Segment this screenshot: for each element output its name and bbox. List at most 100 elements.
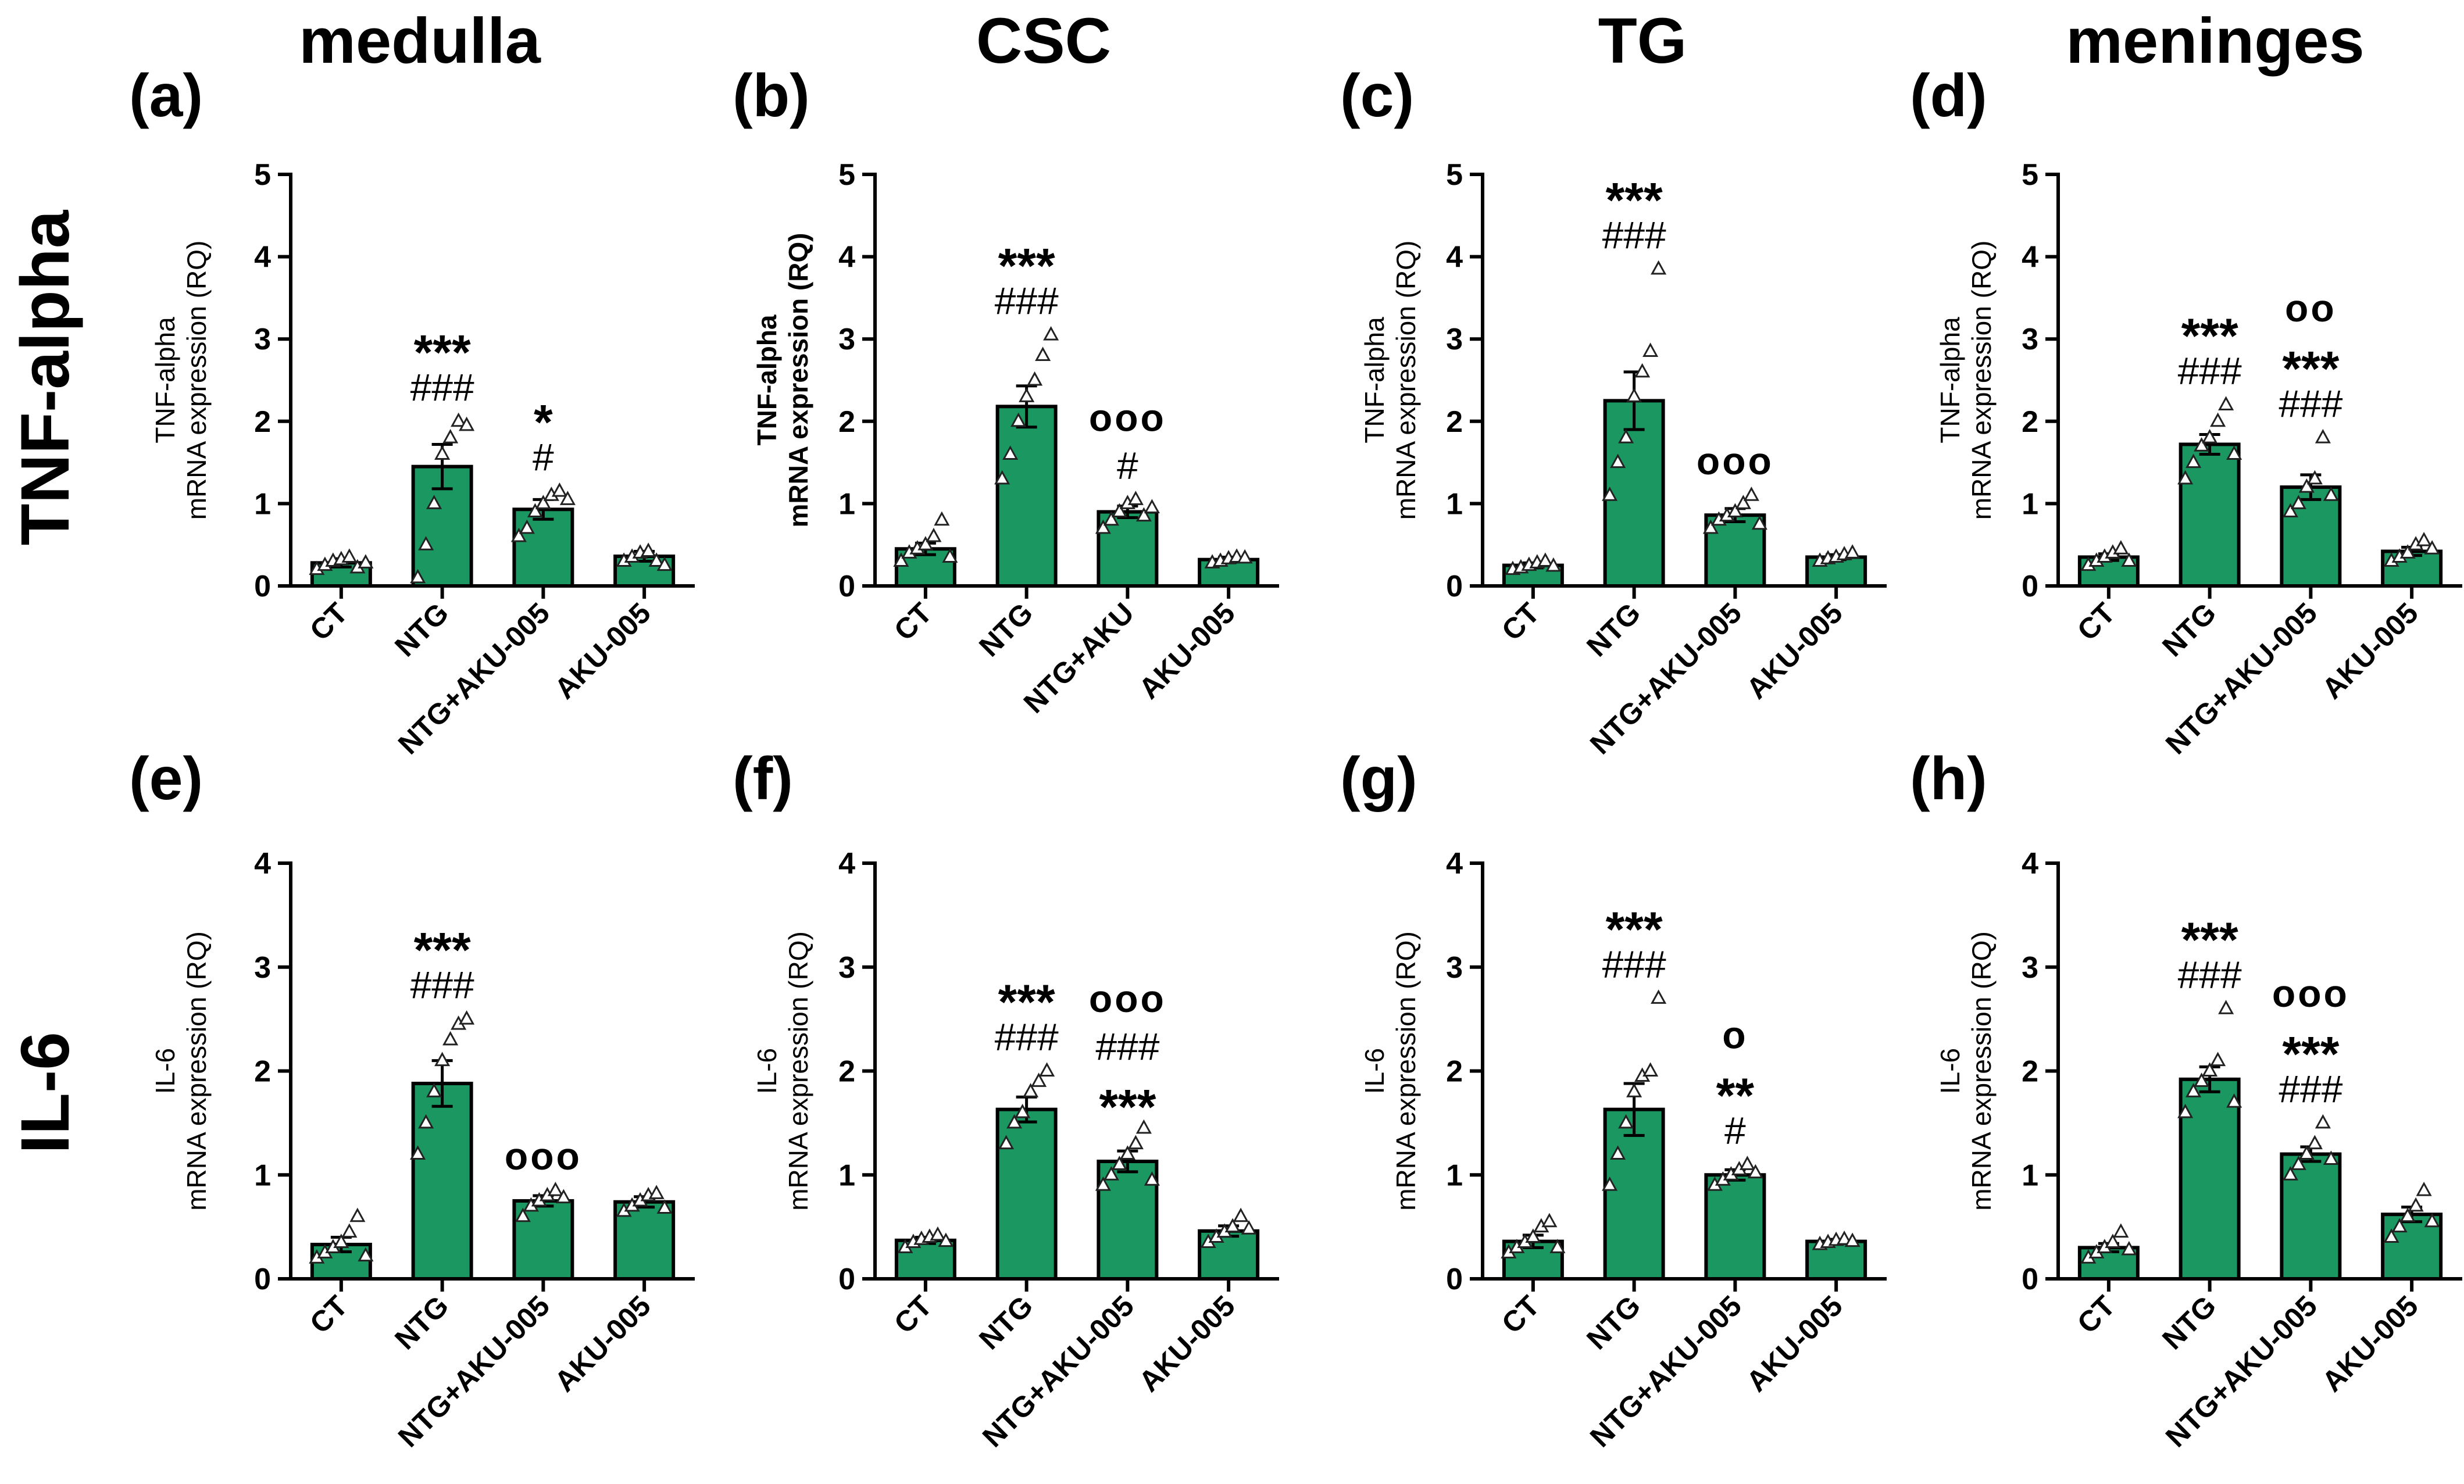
significance-annotation: *** — [2282, 341, 2339, 396]
x-category-label: AKU-005 — [548, 596, 657, 705]
x-category-label: CT — [1495, 1289, 1546, 1340]
x-category-label: CT — [888, 596, 938, 647]
data-point — [1642, 342, 1659, 357]
panel-d: (d) TNF-alphamRNA expression (RQ) 0 1 2 3 4 5 CT… — [1910, 62, 2462, 760]
panel-label: (c) — [1340, 62, 1414, 130]
y-tick-label: 3 — [838, 323, 855, 356]
data-point — [2121, 1240, 2137, 1256]
data-point — [1015, 1103, 1031, 1118]
y-tick-label: 3 — [838, 951, 855, 985]
data-point — [1545, 557, 1562, 572]
data-point — [938, 1232, 954, 1247]
y-tick-label: 1 — [254, 487, 271, 521]
data-point — [459, 416, 475, 431]
data-point — [2105, 1233, 2121, 1248]
data-point — [418, 536, 434, 550]
data-point — [1634, 363, 1651, 378]
data-point — [1119, 1145, 1135, 1160]
significance-annotation: *** — [998, 975, 1055, 1029]
data-point — [1844, 1232, 1861, 1247]
y-axis-label-line: mRNA expression (RQ) — [1966, 241, 1997, 520]
significance-annotation: ooo — [1089, 396, 1166, 439]
x-category-label: NTG — [1580, 596, 1647, 663]
significance-annotation: *** — [1606, 902, 1663, 956]
data-point — [434, 445, 451, 460]
bar — [2179, 1077, 2241, 1281]
data-point — [2408, 1197, 2424, 1212]
significance-annotation: *** — [998, 238, 1055, 293]
significance-annotation: *** — [1606, 173, 1663, 227]
data-point — [2282, 503, 2298, 518]
data-point — [2210, 1052, 2226, 1067]
data-point — [535, 495, 551, 509]
y-tick-label: 4 — [838, 241, 855, 274]
data-point — [555, 1189, 572, 1204]
data-point — [1702, 519, 1719, 534]
data-point — [1618, 429, 1634, 444]
y-tick-label: 2 — [2022, 405, 2038, 439]
y-axis-label: IL-6mRNA expression (RQ) — [1935, 931, 1997, 1211]
y-tick-label: 2 — [1446, 405, 1463, 439]
y-axis-label-line: TNF-alpha — [1359, 317, 1390, 444]
data-point — [648, 1185, 665, 1199]
data-point — [1610, 1145, 1626, 1160]
data-point — [1651, 260, 1667, 275]
data-point — [994, 470, 1010, 485]
data-point — [1006, 1114, 1023, 1129]
data-point — [1237, 549, 1253, 564]
data-point — [648, 552, 665, 567]
data-point — [917, 536, 934, 550]
x-category-label: NTG — [2156, 596, 2222, 663]
y-tick-label: 0 — [1446, 1263, 1463, 1296]
y-axis-label-line: mRNA expression (RQ) — [1966, 931, 1997, 1211]
y-tick-label: 5 — [254, 158, 271, 192]
x-category-label: AKU-005 — [1133, 1289, 1241, 1398]
data-point — [2226, 445, 2242, 460]
x-category-label: CT — [888, 1289, 938, 1340]
data-point — [893, 552, 909, 567]
data-point — [1642, 1062, 1659, 1077]
data-point — [459, 1010, 475, 1025]
data-point — [2416, 532, 2432, 546]
significance-annotation: ### — [995, 1015, 1059, 1059]
data-point — [1844, 544, 1861, 559]
panel-label: (f) — [733, 745, 793, 813]
data-point — [1135, 507, 1152, 522]
significance-annotation: *** — [2181, 912, 2238, 967]
y-axis-label-line: IL-6 — [150, 1048, 180, 1094]
data-point — [1002, 445, 1019, 460]
y-axis-label-line: mRNA expression (RQ) — [783, 233, 813, 528]
panels-group: (a)TNF-alphamRNA expression (RQ)012345CT… — [129, 62, 2462, 1453]
data-point — [2194, 1072, 2210, 1087]
y-tick-label: 1 — [1446, 1158, 1463, 1192]
data-point — [2202, 1062, 2218, 1077]
data-point — [1836, 1230, 1852, 1245]
data-point — [1023, 1083, 1039, 1097]
x-category-label: AKU-005 — [2316, 1289, 2424, 1398]
panel-f: (f) IL-6mRNA expression (RQ) 0 1 2 3 4 CT NTG ***… — [733, 745, 1279, 1453]
y-axis-label-line: TNF-alpha — [1935, 317, 1965, 444]
x-category-label: CT — [1495, 596, 1546, 647]
significance-annotation: # — [1724, 1108, 1746, 1152]
bar — [2280, 485, 2342, 588]
data-point — [1039, 1062, 1055, 1077]
data-point — [2306, 470, 2323, 485]
data-point — [341, 548, 358, 563]
x-category-label: CT — [303, 1289, 354, 1340]
y-tick-label: 2 — [838, 405, 855, 439]
data-point — [1103, 1166, 1119, 1181]
significance-annotation: ### — [1602, 213, 1666, 256]
x-category-label: NTG — [973, 1289, 1039, 1356]
data-point — [1043, 326, 1059, 341]
data-point — [656, 1199, 673, 1214]
x-category-label: NTG — [973, 596, 1039, 663]
column-title-medulla: medulla — [299, 5, 541, 77]
y-tick-label: 3 — [254, 951, 271, 985]
y-tick-label: 4 — [1446, 847, 1463, 881]
data-point — [2202, 429, 2218, 444]
x-category-label: AKU-005 — [1740, 1289, 1849, 1398]
panel-c: (c) TNF-alphamRNA expression (RQ) 0 1 2 3 4 5 CT… — [1340, 62, 1887, 760]
y-axis-label-line: IL-6 — [1359, 1048, 1390, 1094]
row-title-il-6: IL-6 — [7, 1032, 84, 1154]
